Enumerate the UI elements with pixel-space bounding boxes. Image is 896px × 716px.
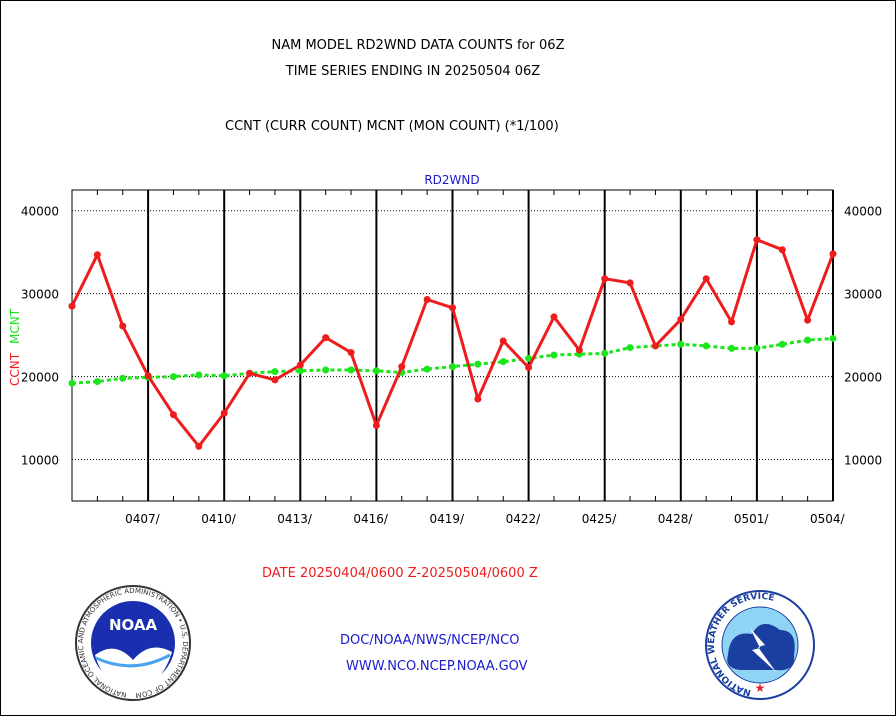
mcnt-point <box>423 365 431 373</box>
y-tick-label-left: 20000 <box>21 371 59 385</box>
mcnt-point <box>68 379 76 387</box>
mcnt-point <box>550 351 558 359</box>
y-tick-labels: 10000 10000 20000 20000 30000 30000 40000 40000 <box>21 205 882 468</box>
mcnt-point <box>220 372 228 380</box>
ccnt-point <box>702 275 710 283</box>
ccnt-point <box>525 363 533 371</box>
plot-area-border <box>71 189 834 502</box>
y-axis-label-mcnt: MCNT <box>8 308 22 344</box>
y-tick-label-right: 20000 <box>844 371 882 385</box>
mcnt-point <box>195 371 203 379</box>
ccnt-point <box>68 302 76 310</box>
ccnt-point <box>296 361 304 369</box>
y-tick-label-left: 30000 <box>21 288 59 302</box>
mcnt-point <box>677 340 685 348</box>
x-tick-label: 0413/ <box>277 512 313 526</box>
org-line-2: WWW.NCO.NCEP.NOAA.GOV <box>346 659 528 674</box>
ccnt-point <box>449 304 456 312</box>
ccnt-point <box>601 275 609 283</box>
mcnt-point <box>601 349 609 357</box>
ccnt-point <box>195 442 203 450</box>
ccnt-point <box>322 334 330 342</box>
y-tick-label-left: 40000 <box>21 205 59 219</box>
mcnt-point <box>753 344 761 352</box>
mcnt-point <box>474 360 482 368</box>
x-tick-label: 0410/ <box>201 512 237 526</box>
x-tick-label: 0407/ <box>125 512 161 526</box>
y-tick-label-left: 10000 <box>21 454 59 468</box>
mcnt-point <box>626 344 634 352</box>
org-line-1: DOC/NOAA/NWS/NCEP/NCO <box>340 633 520 648</box>
x-tick-label: 0419/ <box>430 512 466 526</box>
x-tick-label: 0504/ <box>810 512 846 526</box>
grid <box>71 190 834 501</box>
mcnt-point <box>93 378 101 386</box>
ccnt-point <box>119 322 127 330</box>
mcnt-point <box>449 363 456 371</box>
ccnt-point <box>499 337 507 345</box>
mcnt-point <box>271 368 279 376</box>
ccnt-point <box>169 411 177 419</box>
x-tick-label: 0422/ <box>506 512 542 526</box>
mcnt-point <box>525 354 533 362</box>
ccnt-point <box>246 369 254 377</box>
ccnt-point <box>829 250 837 258</box>
ccnt-point <box>651 342 659 350</box>
ccnt-point <box>778 246 786 254</box>
chart-subtitle: CCNT (CURR COUNT) MCNT (MON COUNT) (*1/1… <box>225 119 559 134</box>
mcnt-point <box>169 373 177 381</box>
ccnt-point <box>144 372 152 380</box>
x-tick-label: 0501/ <box>734 512 770 526</box>
ccnt-point <box>804 316 812 324</box>
ccnt-point <box>347 349 355 357</box>
ccnt-point <box>753 236 761 244</box>
plot-series-label: RD2WND <box>424 173 479 187</box>
ccnt-point <box>372 422 380 430</box>
mcnt-point <box>322 366 330 374</box>
mcnt-point <box>372 367 380 375</box>
mcnt-point <box>728 344 736 352</box>
series-layer <box>68 236 837 450</box>
ccnt-point <box>474 395 482 403</box>
date-range-label: DATE 20250404/0600 Z-20250504/0600 Z <box>262 566 538 581</box>
x-tick-labels: 0407/0410/0413/0416/0419/0422/0425/0428/… <box>125 512 845 526</box>
mcnt-point <box>296 367 304 375</box>
chart-title-line2: TIME SERIES ENDING IN 20250504 06Z <box>285 64 541 79</box>
mcnt-point <box>829 334 837 342</box>
mcnt-point <box>702 342 710 350</box>
ccnt-point <box>93 251 101 259</box>
ccnt-point <box>398 363 406 371</box>
mcnt-point <box>119 374 127 382</box>
ccnt-point <box>271 376 279 384</box>
ccnt-point <box>220 409 228 417</box>
mcnt-point <box>499 358 507 366</box>
y-tick-label-right: 10000 <box>844 454 882 468</box>
mcnt-point <box>347 366 355 374</box>
y-tick-label-right: 30000 <box>844 288 882 302</box>
ccnt-point <box>626 279 634 287</box>
y-tick-label-right: 40000 <box>844 205 882 219</box>
ccnt-point <box>550 313 558 321</box>
mcnt-point <box>804 336 812 344</box>
ccnt-point <box>575 346 583 354</box>
x-tick-label: 0428/ <box>658 512 694 526</box>
x-tick-label: 0425/ <box>582 512 618 526</box>
y-axis-label-ccnt: CCNT <box>8 352 22 386</box>
ccnt-point <box>677 315 685 323</box>
x-tick-label: 0416/ <box>353 512 389 526</box>
ccnt-point <box>423 295 431 303</box>
ccnt-point <box>728 318 736 326</box>
mcnt-point <box>778 340 786 348</box>
chart-title-line1: NAM MODEL RD2WND DATA COUNTS for 06Z <box>271 38 565 53</box>
